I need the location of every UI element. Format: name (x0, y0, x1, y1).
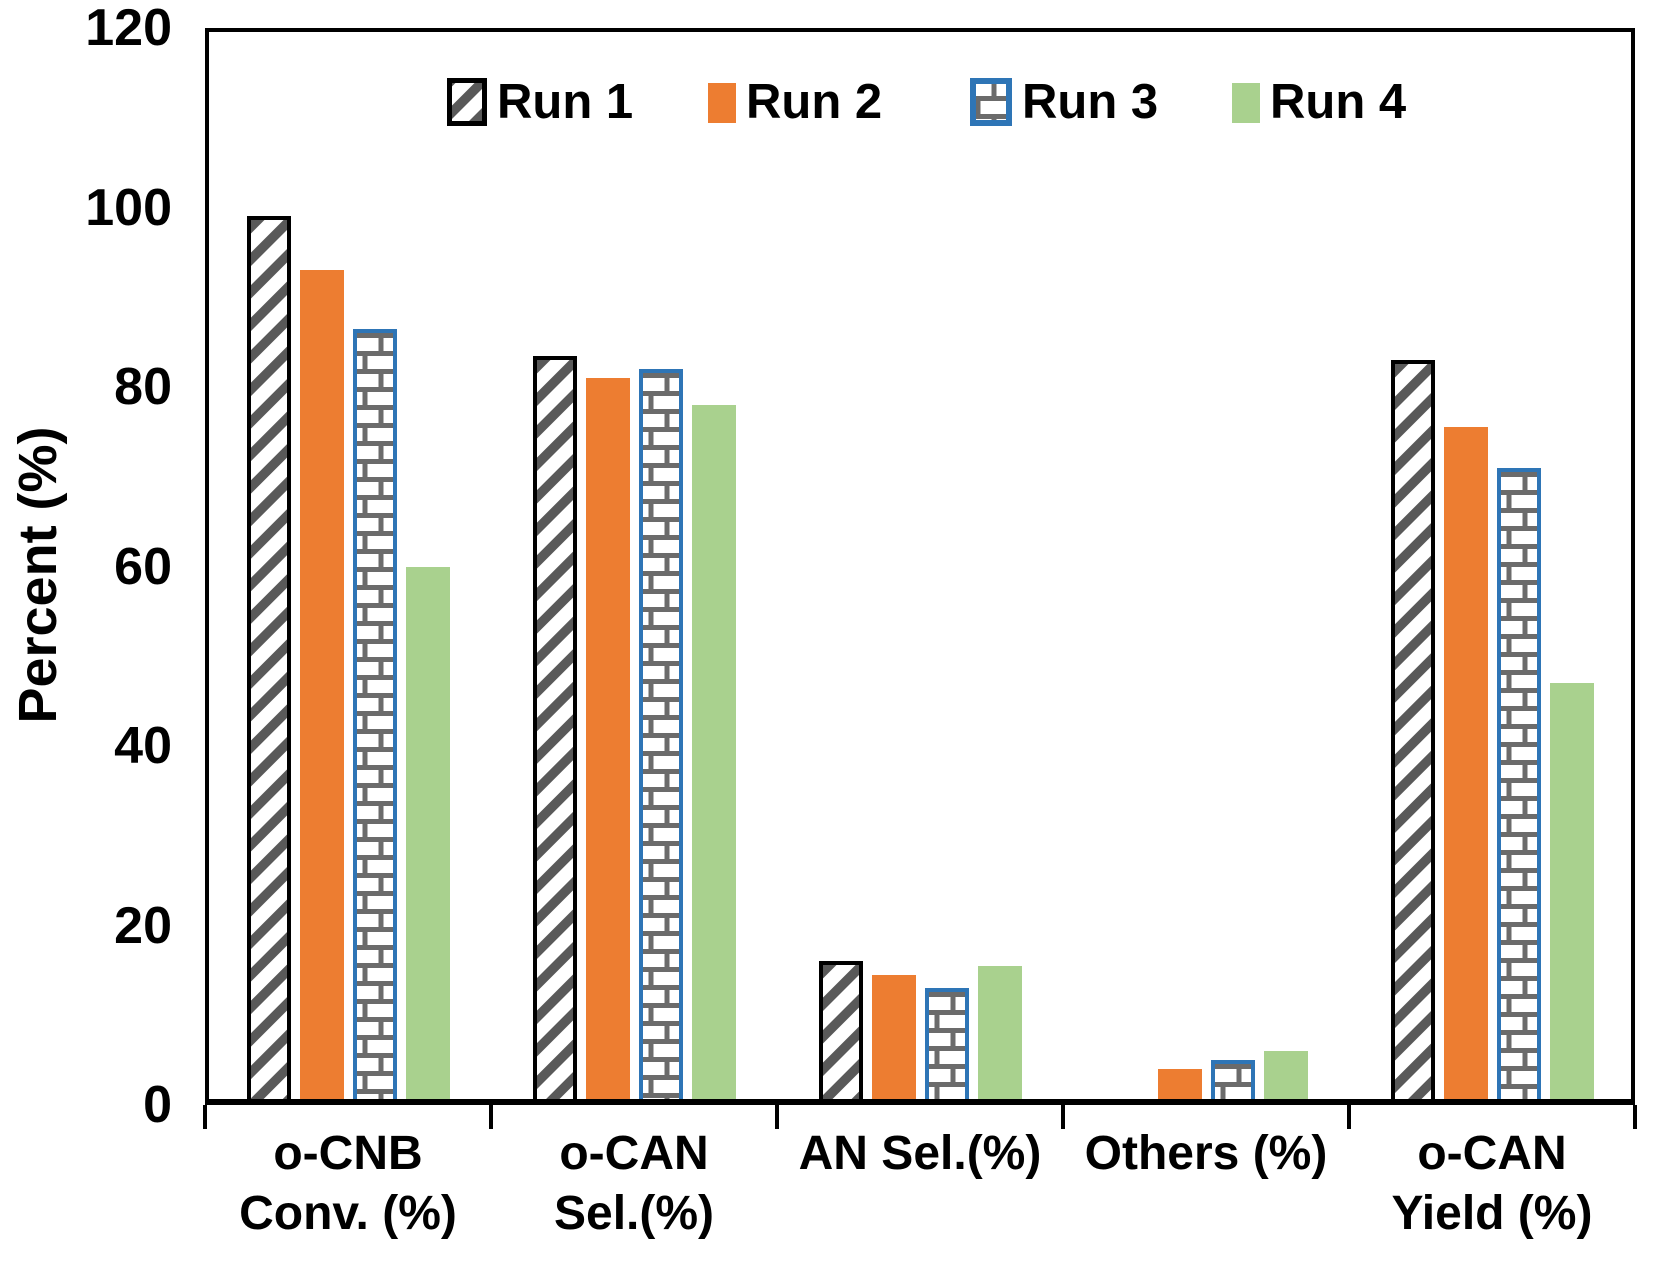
legend-label-run-3: Run 3 (1022, 75, 1159, 129)
bar-run-3-others (1210, 1060, 1255, 1105)
bar-run-1-o-can-yield (1390, 360, 1435, 1105)
bar-run-4-o-can-yield (1549, 683, 1594, 1105)
x-category-label-an-sel: AN Sel.(%) (798, 1127, 1042, 1180)
bar-run-2-o-can-sel (585, 378, 630, 1105)
bar-run-2-o-cnb-conv (299, 270, 344, 1105)
bar-run-3-an-sel (924, 988, 969, 1105)
bar-run-2-an-sel (871, 974, 916, 1105)
y-tick-label-120: 120 (85, 0, 172, 57)
y-tick-label-60: 60 (114, 537, 172, 596)
bar-run-4-others (1263, 1051, 1308, 1105)
legend-item-run-4: Run 4 (1232, 72, 1406, 132)
legend-swatch-run-4 (1232, 83, 1260, 123)
legend-label-run-1: Run 1 (497, 75, 634, 129)
x-axis-tick (775, 1105, 779, 1129)
legend-item-run-1: Run 1 (447, 72, 633, 132)
x-category-label-o-can-yield: o-CAN Yield (%) (1391, 1127, 1593, 1240)
y-tick-label-0: 0 (143, 1076, 172, 1134)
y-tick-label-20: 20 (114, 896, 172, 955)
y-tick-label-40: 40 (114, 717, 172, 775)
legend: Run 1 Run 2 Run 3 Run 4 (0, 72, 1653, 132)
x-category-label-o-can-sel: o-CAN Sel.(%) (553, 1127, 715, 1240)
bar-run-4-o-cnb-conv (405, 566, 450, 1105)
legend-swatch-run-2 (708, 83, 736, 123)
bar-run-2-others (1157, 1069, 1202, 1105)
bar-run-4-o-can-sel (691, 404, 736, 1105)
legend-label-run-4: Run 4 (1270, 75, 1407, 129)
bar-run-2-o-can-yield (1443, 427, 1488, 1105)
y-tick-label-80: 80 (114, 358, 172, 416)
bar-run-1-o-cnb-conv (246, 216, 291, 1105)
bar-run-4-an-sel (977, 965, 1022, 1105)
bar-run-3-o-cnb-conv (352, 328, 397, 1105)
bar-run-1-an-sel (818, 961, 863, 1105)
bar-run-1-o-can-sel (532, 355, 577, 1105)
legend-item-run-3: Run 3 (970, 72, 1158, 132)
x-category-label-o-cnb-conv: o-CNB Conv. (%) (239, 1127, 457, 1240)
legend-item-run-2: Run 2 (708, 72, 882, 132)
x-category-label-others: Others (%) (1084, 1127, 1328, 1180)
plot-area (205, 28, 1635, 1105)
x-axis-tick (489, 1105, 493, 1129)
bar-run-3-o-can-sel (638, 369, 683, 1105)
x-axis-tick (1061, 1105, 1065, 1129)
legend-swatch-run-3 (970, 78, 1012, 126)
legend-label-run-2: Run 2 (746, 75, 883, 129)
x-axis-tick (1347, 1105, 1351, 1129)
x-axis-tick (1633, 1105, 1637, 1129)
x-axis-tick (203, 1105, 207, 1129)
y-tick-label-100: 100 (85, 178, 172, 237)
legend-swatch-run-1 (447, 78, 487, 126)
bar-run-3-o-can-yield (1496, 467, 1541, 1105)
